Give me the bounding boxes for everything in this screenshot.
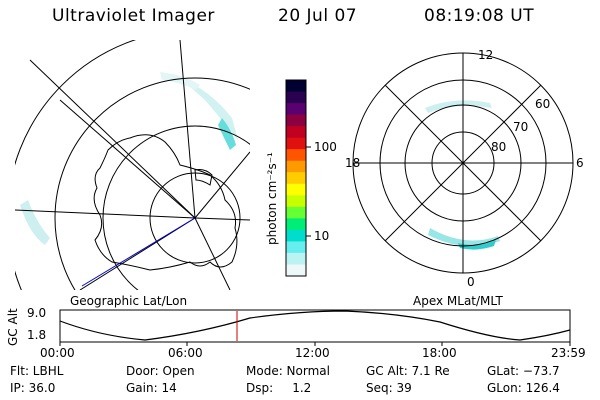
app-title: Ultraviolet Imager xyxy=(52,6,215,26)
glon-info: GLon: 126.4 xyxy=(487,381,560,395)
altitude-ylabel: GC Alt xyxy=(6,308,20,346)
time-tick-1800: 18:00 xyxy=(422,346,457,360)
colorbar-tick-10: 10 xyxy=(314,229,330,243)
colorbar-stripe xyxy=(286,264,306,277)
colorbar-stripe xyxy=(286,137,306,150)
colorbar-stripe xyxy=(286,241,306,254)
glat-info: GLat: −73.7 xyxy=(487,364,560,378)
colorbar-tick-100: 100 xyxy=(314,140,337,154)
magnetic-polar-map xyxy=(352,52,574,274)
colorbar-stripe xyxy=(286,149,306,162)
observation-date: 20 Jul 07 xyxy=(278,6,358,26)
mode-info: Mode: Normal xyxy=(246,364,330,378)
mlat-label-80: 80 xyxy=(491,140,507,154)
time-tick-0000: 00:00 xyxy=(40,346,75,360)
colorbar-stripe xyxy=(286,160,306,173)
mlat-label-70: 70 xyxy=(513,120,529,134)
ip-info: IP: 36.0 xyxy=(10,381,56,395)
altitude-plot xyxy=(59,309,571,346)
observation-time: 08:19:08 UT xyxy=(424,6,535,26)
mlt-label-0: 0 xyxy=(467,275,475,289)
mlt-label-6: 6 xyxy=(576,156,584,170)
colorbar-stripe xyxy=(286,80,306,93)
colorbar-stripe xyxy=(286,183,306,196)
colorbar-stripe xyxy=(286,91,306,104)
mlt-label-12: 12 xyxy=(478,48,494,62)
colorbar-stripe xyxy=(286,206,306,219)
colorbar-stripe xyxy=(286,229,306,242)
colorbar-stripe xyxy=(286,252,306,265)
colorbar-stripe xyxy=(286,114,306,127)
colorbar-stripe xyxy=(286,172,306,185)
colorbar-stripe xyxy=(286,195,306,208)
time-tick-0600: 06:00 xyxy=(168,346,203,360)
colorbar-label: photon cm⁻²s⁻¹ xyxy=(265,152,279,245)
magnetic-caption: Apex MLat/MLT xyxy=(413,294,503,308)
mlat-label-60: 60 xyxy=(535,97,551,111)
altitude-ytick-9: 9.0 xyxy=(27,306,47,320)
altitude-ytick-1-8: 1.8 xyxy=(27,328,47,342)
mlt-label-18: 18 xyxy=(345,156,361,170)
colorbar-stripe xyxy=(286,218,306,231)
filter-info: Flt: LBHL xyxy=(10,364,64,378)
door-info: Door: Open xyxy=(126,364,195,378)
gain-info: Gain: 14 xyxy=(126,381,177,395)
time-tick-1200: 12:00 xyxy=(295,346,330,360)
colorbar-stripe xyxy=(286,126,306,139)
time-tick-2359: 23:59 xyxy=(551,346,586,360)
intensity-colorbar xyxy=(285,79,311,277)
geographic-map xyxy=(15,40,250,290)
geographic-caption: Geographic Lat/Lon xyxy=(70,294,188,308)
seq-info: Seq: 39 xyxy=(366,381,412,395)
colorbar-stripe xyxy=(286,103,306,116)
gc-alt-info: GC Alt: 7.1 Re xyxy=(366,364,450,378)
dsp-info: Dsp: 1.2 xyxy=(246,381,312,395)
